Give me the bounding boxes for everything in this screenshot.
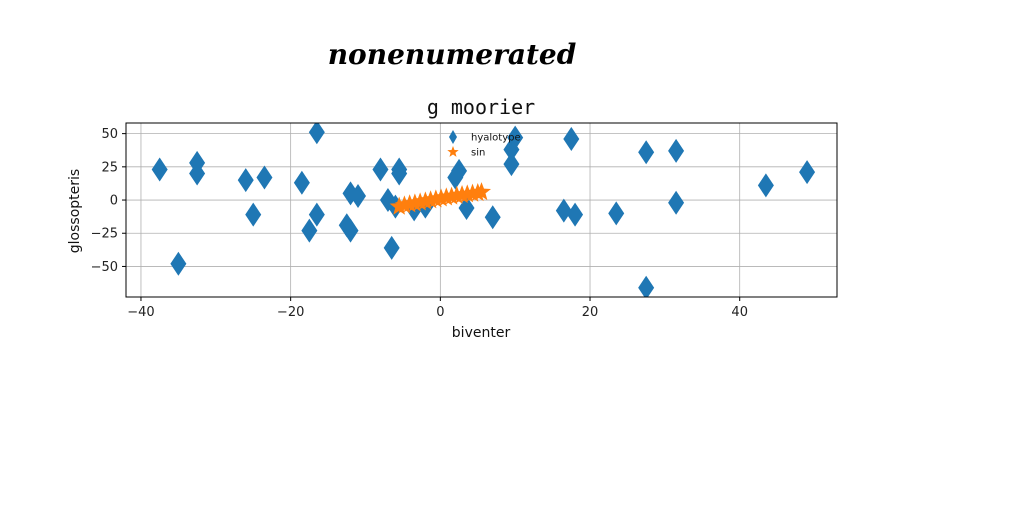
scatter-point-hyalotype	[301, 218, 318, 243]
x-tick-label: 0	[436, 305, 444, 320]
scatter-point-sin	[389, 196, 409, 215]
scatter-point-sin	[471, 182, 492, 201]
scatter-point-hyalotype	[638, 275, 655, 297]
y-tick-label: 0	[110, 194, 118, 209]
scatter-point-hyalotype	[451, 158, 468, 183]
y-tick-label: −25	[91, 227, 118, 242]
y-tick-label: 25	[101, 160, 118, 175]
scatter-point-hyalotype	[484, 205, 501, 230]
scatter-point-hyalotype	[563, 126, 580, 151]
plot-frame	[125, 122, 838, 298]
chart-title: g moorier	[427, 95, 535, 119]
y-tick-label: −50	[91, 260, 118, 275]
x-tick-label: −20	[277, 305, 304, 320]
scatter-point-hyalotype	[391, 157, 408, 182]
legend-label-hyalotype: hyalotype	[471, 133, 521, 144]
scatter-point-hyalotype	[308, 123, 325, 145]
x-tick-label: 20	[582, 305, 599, 320]
scatter-point-hyalotype	[507, 125, 524, 150]
scatter-point-hyalotype	[608, 201, 625, 226]
scatter-point-hyalotype	[555, 198, 572, 223]
scatter-point-hyalotype	[503, 152, 520, 177]
scatter-point-hyalotype	[245, 202, 262, 227]
data-marks	[151, 123, 816, 297]
legend: hyalotype sin	[447, 130, 521, 159]
y-tick-label: 50	[101, 127, 118, 142]
scatter-point-hyalotype	[293, 170, 310, 195]
scatter-point-hyalotype	[638, 140, 655, 165]
axis-ticks: −40 −20 0 20 40 50 25 0 −25 −50	[91, 127, 748, 320]
legend-marker-sin	[447, 146, 459, 157]
legend-label-sin: sin	[471, 148, 485, 159]
scatter-point-hyalotype	[308, 202, 325, 227]
x-tick-label: 40	[731, 305, 748, 320]
x-tick-label: −40	[127, 305, 154, 320]
grid	[126, 123, 837, 297]
scatter-point-hyalotype	[342, 218, 359, 243]
clipped-marks	[151, 123, 816, 297]
scatter-point-hyalotype	[151, 157, 168, 182]
scatter-point-hyalotype	[256, 165, 273, 190]
figure-suptitle: nonenumerated	[328, 38, 577, 71]
y-axis-label: glossopteris	[67, 169, 83, 253]
scatter-point-hyalotype	[668, 138, 685, 163]
scatter-point-hyalotype	[458, 196, 475, 221]
scatter-point-hyalotype	[237, 168, 254, 193]
scatter-point-hyalotype	[170, 251, 187, 276]
scatter-point-hyalotype	[567, 202, 584, 227]
plot-area	[125, 122, 838, 298]
x-axis-label: biventer	[452, 325, 511, 341]
scatter-point-hyalotype	[383, 235, 400, 260]
scatter-point-hyalotype	[799, 160, 816, 185]
legend-marker-hyalotype	[449, 130, 457, 144]
scatter-point-hyalotype	[372, 157, 389, 182]
scatter-point-hyalotype	[350, 184, 367, 209]
scatter-point-hyalotype	[189, 161, 206, 186]
scatter-point-hyalotype	[757, 173, 774, 198]
scatter-point-hyalotype	[668, 190, 685, 215]
